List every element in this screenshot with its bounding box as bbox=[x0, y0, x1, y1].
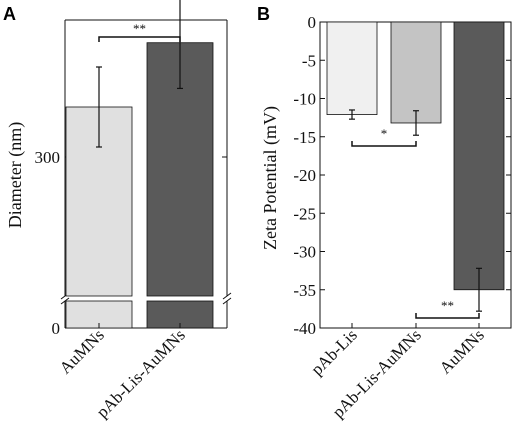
panel-b-y-tick-label: -35 bbox=[293, 281, 316, 300]
panel-b-significance-bracket bbox=[415, 313, 480, 319]
panel-b-y-tick-label: -25 bbox=[293, 204, 316, 223]
panel-b-significance-bracket bbox=[351, 141, 417, 147]
panel-b-y-tick-label: 0 bbox=[308, 13, 317, 32]
panel-b-y-tick-label: -10 bbox=[293, 90, 316, 109]
panel-a-axis-break-mark bbox=[60, 297, 70, 305]
panel-b-category-label: AuMNs bbox=[436, 325, 488, 377]
panel-a-y-axis-title: Diameter (nm) bbox=[5, 122, 26, 228]
panel-b-y-tick-label: -20 bbox=[293, 166, 316, 185]
panel-a-category-label: AuMNs bbox=[56, 325, 108, 377]
panel-a-label: A bbox=[3, 4, 16, 24]
panel-a-category-label: pAb-Lis-AuMNs bbox=[93, 325, 189, 421]
panel-b-significance-label: * bbox=[381, 126, 388, 141]
panel-a-y-tick-label: 0 bbox=[52, 319, 61, 338]
panel-b-bar bbox=[390, 21, 442, 124]
panel-b-y-tick-label: -40 bbox=[293, 319, 316, 338]
panel-a-axis-break-mark bbox=[222, 292, 232, 300]
panel-b-bar bbox=[326, 21, 378, 115]
panel-a-significance-label: ** bbox=[133, 21, 146, 36]
panel-b-y-tick-label: -5 bbox=[302, 51, 316, 70]
panel-b-y-axis-title: Zeta Potential (mV) bbox=[260, 106, 281, 250]
panel-b-chart: 0-5-10-15-20-25-30-35-40pAb-LispAb-Lis-A… bbox=[293, 13, 512, 422]
panel-b-y-tick-label: -30 bbox=[293, 243, 316, 262]
panel-b-label: B bbox=[257, 4, 270, 24]
panel-a-y-tick-label: 300 bbox=[35, 148, 61, 167]
panel-b-bar bbox=[453, 21, 505, 291]
panel-b-significance-label: ** bbox=[441, 298, 454, 313]
panel-b-y-tick-label: -15 bbox=[293, 128, 316, 147]
panel-a-axis-break-mark bbox=[222, 297, 232, 305]
panel-a-significance-bracket bbox=[98, 36, 181, 42]
